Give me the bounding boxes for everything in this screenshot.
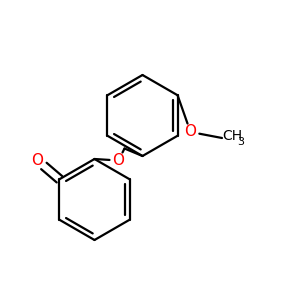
- Text: O: O: [112, 153, 124, 168]
- Text: O: O: [32, 153, 44, 168]
- Text: CH: CH: [222, 130, 242, 143]
- Text: 3: 3: [238, 136, 244, 147]
- Text: O: O: [184, 124, 196, 140]
